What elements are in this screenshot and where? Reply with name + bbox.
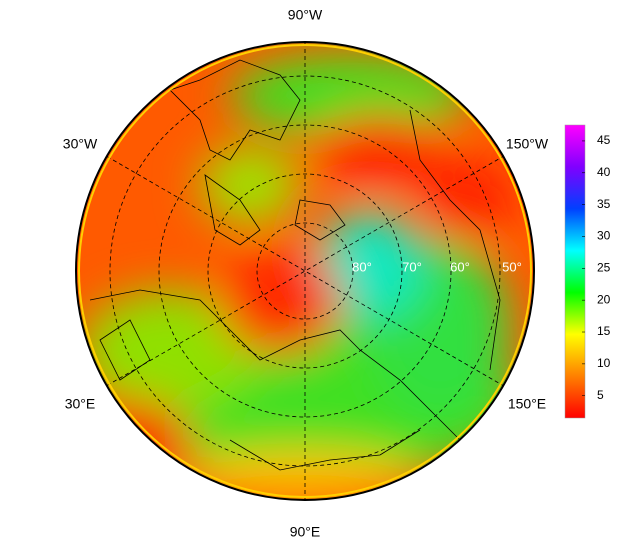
graticule bbox=[106, 42, 504, 500]
latitude-label: 70° bbox=[402, 259, 422, 274]
colorbar bbox=[564, 124, 586, 419]
colorbar-tick-label: 15 bbox=[597, 324, 611, 338]
field bbox=[76, 42, 534, 500]
map-rim bbox=[78, 44, 532, 498]
longitude-label: 90°E bbox=[290, 524, 321, 540]
colorbar-tick-label: 35 bbox=[597, 197, 611, 211]
longitude-label: 150°W bbox=[506, 136, 549, 152]
latitude-label: 60° bbox=[450, 259, 470, 274]
colorbar-tick-label: 20 bbox=[597, 292, 611, 306]
colorbar-tick-label: 45 bbox=[597, 133, 611, 147]
coastlines bbox=[89, 59, 501, 471]
colorbar-tick-label: 40 bbox=[597, 165, 611, 179]
longitude-label: 90°W bbox=[288, 7, 323, 23]
longitude-label: 30°E bbox=[65, 396, 96, 412]
longitude-label: 30°W bbox=[63, 136, 98, 152]
map-border bbox=[75, 41, 535, 501]
latitude-label: 80° bbox=[352, 259, 372, 274]
colorbar-tick-label: 30 bbox=[597, 229, 611, 243]
longitude-label: 150°E bbox=[508, 396, 546, 412]
colorbar-tick-label: 25 bbox=[597, 260, 611, 274]
colorbar-tick-label: 10 bbox=[597, 356, 611, 370]
latitude-label: 50° bbox=[502, 259, 522, 274]
colorbar-tick-label: 5 bbox=[597, 388, 604, 402]
